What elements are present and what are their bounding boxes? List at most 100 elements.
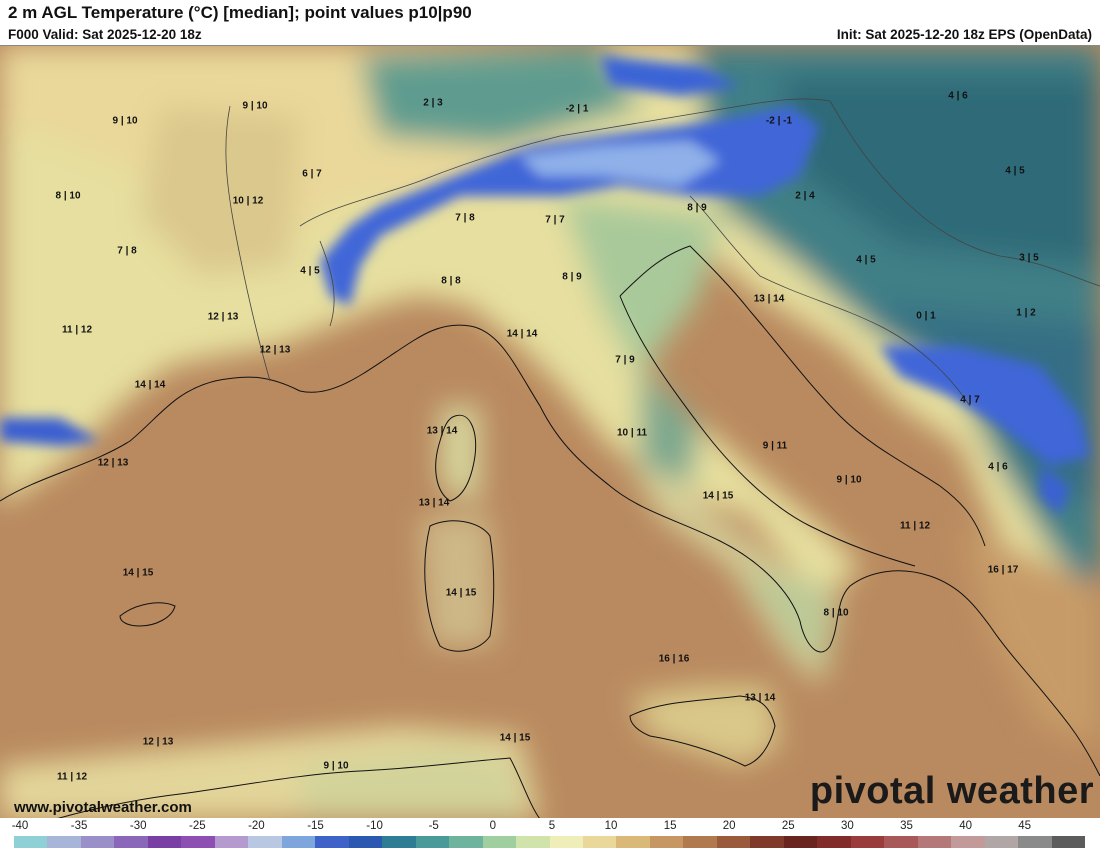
point-value-label: 7 | 8 [117,245,137,257]
temperature-map[interactable]: 9 | 10 9 | 10 2 | 3 -2 | 1 -2 | -1 4 | 6 8 | 1… [0,45,1100,819]
legend-color-swatch [649,836,684,848]
legend-color-swatch [884,836,918,848]
point-value-label: 8 | 10 [55,190,81,202]
legend-color-swatch [516,836,550,848]
point-value-label: 12 | 13 [259,344,291,356]
point-value-label: 9 | 10 [836,474,862,486]
point-value-label: 2 | 4 [795,190,815,202]
legend-color-swatch [80,836,115,848]
point-value-label: 13 | 14 [426,425,458,437]
point-value-label: 4 | 5 [300,265,320,277]
legend-color-swatch [1051,836,1085,848]
point-value-label: 7 | 8 [455,212,475,224]
legend-color-swatch [214,836,249,848]
legend-tick-label: -5 [428,820,439,832]
point-value-label: 13 | 14 [744,692,776,704]
valid-time: F000 Valid: Sat 2025-12-20 18z [8,27,202,42]
legend-color-swatch [281,836,316,848]
point-value-label: 10 | 12 [232,195,264,207]
legend-tick-label: 0 [489,820,496,832]
legend-tick-label: 30 [840,820,854,832]
point-value-label: 6 | 7 [302,168,322,180]
legend-color-swatch [683,836,717,848]
point-value-label: 14 | 15 [702,490,734,502]
borders [225,98,1100,407]
point-value-label: 2 | 3 [423,97,443,109]
point-value-label: 12 | 13 [142,736,174,748]
point-value-label: 14 | 15 [445,587,477,599]
point-value-label: 4 | 6 [988,461,1008,473]
legend-color-swatch [47,836,81,848]
legend-tick-label: 15 [663,820,677,832]
legend-color-swatch [181,836,215,848]
legend-color-swatch [382,836,416,848]
legend-colorbar [14,836,1085,848]
legend-color-swatch [348,836,383,848]
point-value-label: 8 | 9 [687,202,707,214]
point-value-label: 9 | 10 [323,760,349,772]
point-value-label: 4 | 5 [856,254,876,266]
legend-color-swatch [716,836,751,848]
legend-color-swatch [147,836,182,848]
legend-tick-label: 5 [548,820,556,832]
point-value-label: 8 | 10 [823,607,849,619]
legend-tick-label: -10 [366,820,383,832]
point-value-label: 11 | 12 [899,520,931,532]
legend-color-swatch [951,836,985,848]
point-value-label: -2 | 1 [565,103,589,115]
point-value-label: 9 | 10 [112,115,138,127]
coastlines [0,245,1100,819]
point-value-label: 11 | 12 [56,771,88,783]
land-temperature-field [0,46,1100,819]
point-value-label: 16 | 16 [658,653,690,665]
point-value-label: 13 | 14 [753,293,785,305]
point-value-label: 4 | 7 [960,394,980,406]
point-value-label: 12 | 13 [97,457,129,469]
website-label: www.pivotalweather.com [14,799,192,816]
legend-color-swatch [616,836,650,848]
color-legend: -40 -35 -30 -25 -20 -15 -10 -5 0 5 10 15 20 25 30 35 40 4… [0,818,1100,850]
point-value-label: 9 | 10 [242,100,268,112]
point-value-label: 14 | 15 [122,567,154,579]
legend-tick-label: 45 [1018,820,1032,832]
point-value-label: 3 | 5 [1019,252,1039,264]
point-value-label: 7 | 9 [615,354,635,366]
legend-tick-label: 10 [604,820,618,832]
point-value-label: -2 | -1 [765,115,793,127]
point-value-label: 16 | 17 [987,564,1019,576]
legend-color-swatch [917,836,952,848]
map-title: 2 m AGL Temperature (°C) [median]; point… [8,3,472,22]
point-value-label: 4 | 5 [1005,165,1025,177]
point-value-label: 0 | 1 [916,310,936,322]
legend-color-swatch [582,836,617,848]
map-canvas [0,46,1100,819]
point-value-label: 11 | 12 [61,324,93,336]
point-value-label: 13 | 14 [418,497,450,509]
point-value-label: 8 | 9 [562,271,582,283]
legend-color-swatch [415,836,450,848]
legend-color-swatch [114,836,148,848]
point-value-label: 9 | 11 [762,440,788,452]
point-value-label: 14 | 15 [499,732,531,744]
legend-tick-label: -25 [188,820,206,832]
legend-tick-label: -30 [129,820,147,832]
legend-tick-label: 35 [900,820,913,832]
legend-tick-label: 20 [722,820,736,832]
point-value-label: 14 | 14 [134,379,166,391]
legend-color-swatch [549,836,583,848]
legend-color-swatch [248,836,282,848]
legend-tick-label: -15 [307,820,324,832]
legend-color-swatch [482,836,517,848]
legend-color-swatch [1018,836,1052,848]
legend-tick-label: 40 [959,820,972,832]
point-value-label: 1 | 2 [1016,307,1036,319]
init-time: Init: Sat 2025-12-20 18z EPS (OpenData) [836,27,1092,42]
legend-color-swatch [817,836,851,848]
point-value-label: 12 | 13 [207,311,239,323]
legend-tick-label: -20 [248,820,265,832]
legend-tick-label: -35 [70,820,88,832]
legend-color-swatch [750,836,784,848]
legend-color-swatch [14,836,48,848]
brand-logo: pivotal weather [809,770,1094,812]
point-value-label: 4 | 6 [948,90,968,102]
